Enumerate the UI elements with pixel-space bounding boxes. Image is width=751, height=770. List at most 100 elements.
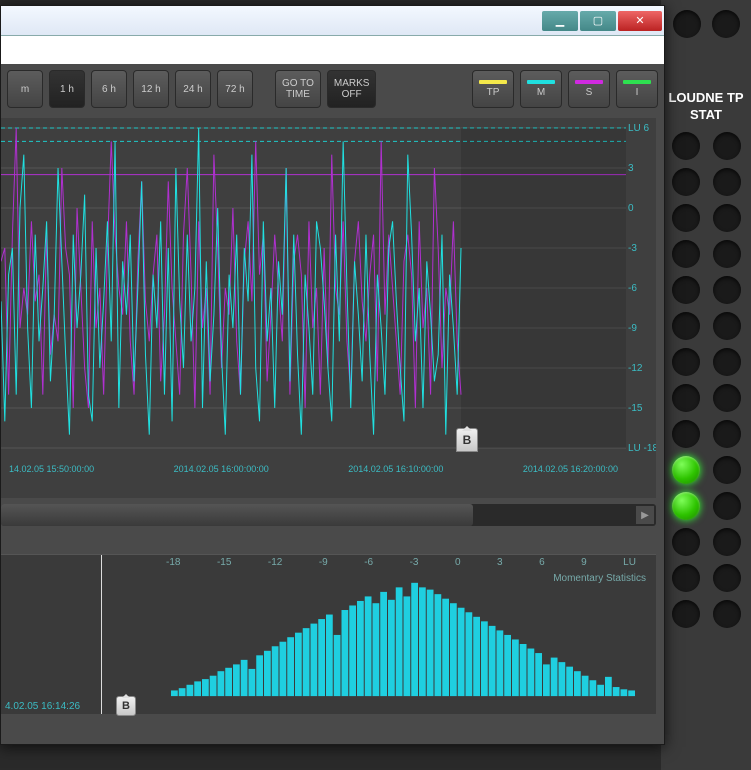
svg-text:-15: -15 bbox=[628, 403, 643, 414]
meas-button-m[interactable]: M bbox=[520, 70, 562, 108]
led-indicator bbox=[713, 168, 741, 196]
svg-text:0: 0 bbox=[628, 203, 634, 214]
led-indicator bbox=[672, 240, 700, 268]
led-indicator bbox=[672, 168, 700, 196]
meas-label: S bbox=[586, 87, 593, 98]
histo-tick-label: -3 bbox=[410, 557, 419, 568]
timeline-scrollbar[interactable]: ▶ bbox=[1, 504, 656, 526]
x-tick-label: 2014.02.05 16:20:00:00 bbox=[523, 464, 618, 474]
meas-button-i[interactable]: I bbox=[616, 70, 658, 108]
range-button-m[interactable]: m bbox=[7, 70, 43, 108]
meas-button-tp[interactable]: TP bbox=[472, 70, 514, 108]
histo-tick-label: LU bbox=[623, 557, 636, 568]
led-indicator bbox=[672, 204, 700, 232]
led-indicator bbox=[673, 10, 701, 38]
color-swatch bbox=[623, 80, 651, 84]
led-row bbox=[667, 132, 745, 160]
led-indicator bbox=[713, 420, 741, 448]
scrollbar-right-arrow-icon[interactable]: ▶ bbox=[636, 506, 654, 524]
maximize-icon: ▢ bbox=[593, 14, 603, 27]
led-row-top bbox=[661, 0, 751, 42]
meas-button-s[interactable]: S bbox=[568, 70, 610, 108]
maximize-button[interactable]: ▢ bbox=[580, 11, 616, 31]
led-row bbox=[667, 600, 745, 628]
range-button-12h[interactable]: 12 h bbox=[133, 70, 169, 108]
goto-time-button[interactable]: GO TO TIME bbox=[275, 70, 321, 108]
toolbar: m1 h6 h12 h24 h72 h GO TO TIME MARKS OFF… bbox=[1, 64, 664, 114]
app-window: ▁ ▢ ✕ m1 h6 h12 h24 h72 h GO TO TIME MAR… bbox=[0, 5, 665, 745]
led-indicator bbox=[672, 528, 700, 556]
color-swatch bbox=[479, 80, 507, 84]
led-indicator bbox=[713, 204, 741, 232]
histo-tick-label: 3 bbox=[497, 557, 503, 568]
led-row bbox=[667, 312, 745, 340]
marks-toggle-button[interactable]: MARKS OFF bbox=[327, 70, 377, 108]
led-row bbox=[667, 204, 745, 232]
x-tick-label: 2014.02.05 16:10:00:00 bbox=[348, 464, 443, 474]
loudness-chart: LU 6 3 0 -3 -6 -9 -12 -15 LU -18 14.02.05 15:50:… bbox=[1, 118, 656, 498]
led-row bbox=[667, 168, 745, 196]
led-indicator bbox=[713, 456, 741, 484]
histogram-marker-b[interactable]: B bbox=[116, 696, 136, 716]
svg-text:-3: -3 bbox=[628, 243, 637, 254]
svg-text:-9: -9 bbox=[628, 323, 637, 334]
led-indicator bbox=[713, 276, 741, 304]
x-tick-label: 2014.02.05 16:00:00:00 bbox=[174, 464, 269, 474]
range-button-6h[interactable]: 6 h bbox=[91, 70, 127, 108]
close-icon: ✕ bbox=[635, 14, 644, 27]
histo-tick-label: -18 bbox=[166, 557, 180, 568]
led-row bbox=[667, 384, 745, 412]
histogram-title: Momentary Statistics bbox=[553, 573, 646, 584]
color-swatch bbox=[575, 80, 603, 84]
histo-tick-label: 0 bbox=[455, 557, 461, 568]
led-indicator bbox=[713, 132, 741, 160]
minimize-button[interactable]: ▁ bbox=[542, 11, 578, 31]
histogram-marker-label: B bbox=[122, 700, 130, 712]
led-indicator bbox=[713, 312, 741, 340]
meas-label: TP bbox=[487, 87, 500, 98]
led-indicator bbox=[713, 492, 741, 520]
led-row bbox=[667, 456, 745, 484]
range-button-group: m1 h6 h12 h24 h72 h bbox=[7, 70, 253, 108]
led-indicator bbox=[672, 384, 700, 412]
range-button-72h[interactable]: 72 h bbox=[217, 70, 253, 108]
marks-label: MARKS OFF bbox=[334, 78, 370, 100]
titlebar[interactable]: ▁ ▢ ✕ bbox=[1, 6, 664, 36]
led-indicator bbox=[713, 564, 741, 592]
svg-text:3: 3 bbox=[628, 163, 634, 174]
close-button[interactable]: ✕ bbox=[618, 11, 662, 31]
led-indicator bbox=[713, 600, 741, 628]
histogram-x-ticks: -18-15-12-9-6-30369LU bbox=[166, 557, 636, 568]
led-indicator bbox=[672, 420, 700, 448]
goto-time-label: GO TO TIME bbox=[282, 78, 314, 100]
led-indicator bbox=[672, 348, 700, 376]
histo-tick-label: 6 bbox=[539, 557, 545, 568]
svg-text:LU -18: LU -18 bbox=[628, 443, 656, 454]
footer-timestamp: 4.02.05 16:14:26 bbox=[5, 701, 80, 712]
range-button-24h[interactable]: 24 h bbox=[175, 70, 211, 108]
led-indicator bbox=[672, 456, 700, 484]
led-row bbox=[667, 348, 745, 376]
led-grid bbox=[661, 132, 751, 628]
svg-text:-12: -12 bbox=[628, 363, 643, 374]
chart-x-ticks: 14.02.05 15:50:00:002014.02.05 16:00:00:… bbox=[1, 464, 626, 474]
scrollbar-thumb[interactable] bbox=[1, 504, 473, 526]
side-panel: LOUDNE TP STAT bbox=[661, 0, 751, 770]
marker-b-label: B bbox=[463, 433, 472, 447]
meas-label: M bbox=[537, 87, 545, 98]
minimize-icon: ▁ bbox=[556, 14, 564, 27]
led-indicator bbox=[672, 564, 700, 592]
chart-marker-b[interactable]: B bbox=[456, 428, 478, 452]
led-row bbox=[667, 564, 745, 592]
led-indicator bbox=[672, 276, 700, 304]
svg-text:-6: -6 bbox=[628, 283, 637, 294]
led-row bbox=[667, 492, 745, 520]
range-button-1h[interactable]: 1 h bbox=[49, 70, 85, 108]
svg-text:LU 6: LU 6 bbox=[628, 123, 650, 134]
histo-tick-label: -6 bbox=[364, 557, 373, 568]
led-indicator bbox=[713, 348, 741, 376]
histogram-divider bbox=[101, 555, 102, 714]
led-row bbox=[667, 240, 745, 268]
side-panel-title: LOUDNE TP STAT bbox=[661, 82, 751, 132]
histo-tick-label: 9 bbox=[581, 557, 587, 568]
